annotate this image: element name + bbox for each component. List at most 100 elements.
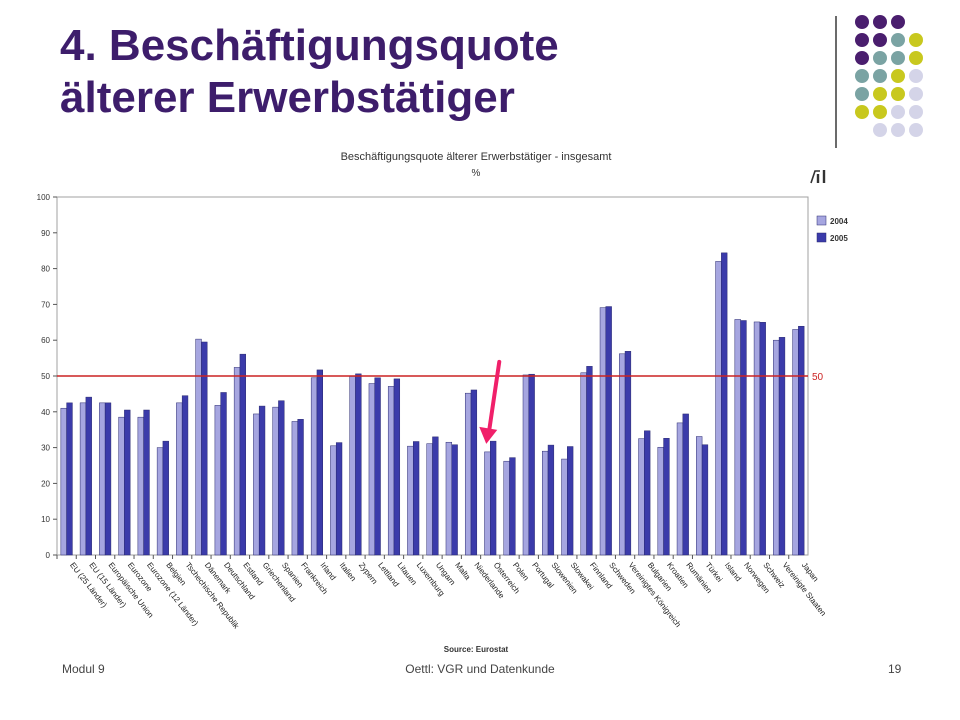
title-line-1: 4. Beschäftigungsquote <box>60 21 559 70</box>
y-tick-label: 10 <box>41 515 50 524</box>
bar-2005 <box>181 395 189 556</box>
y-tick-label: 50 <box>41 372 50 381</box>
y-tick-label: 60 <box>41 336 50 345</box>
bar-2004 <box>330 445 337 556</box>
bar-2005 <box>162 440 169 556</box>
decorative-dot <box>891 15 905 29</box>
bar-2004 <box>118 416 125 556</box>
bar-2005 <box>335 442 343 556</box>
bar-2004 <box>368 383 375 556</box>
decorative-dot <box>873 33 887 47</box>
bar-2005 <box>682 413 689 556</box>
bar-2004 <box>291 421 298 556</box>
bar-2005 <box>451 444 458 556</box>
bar-2005 <box>66 402 73 556</box>
bar-2004 <box>156 447 164 556</box>
bar-2005 <box>740 320 747 556</box>
chart-subtitle: % <box>472 168 481 179</box>
chart-title: Beschäftigungsquote älterer Erwerbstätig… <box>341 151 612 163</box>
x-tick-label: Italien <box>338 561 358 583</box>
bar-2004 <box>503 460 510 556</box>
decorative-divider <box>835 16 837 148</box>
bar-2005 <box>85 396 92 556</box>
bar-2004 <box>657 446 664 556</box>
y-tick-label: 30 <box>41 444 50 453</box>
footer-module: Modul 9 <box>62 662 105 676</box>
y-tick-label: 90 <box>41 229 50 238</box>
decorative-dot <box>909 51 923 65</box>
bar-2005 <box>104 402 112 556</box>
bar-2005 <box>490 440 497 556</box>
bar-2004 <box>542 450 549 556</box>
bar-2005 <box>509 457 516 556</box>
bar-2004 <box>561 458 568 556</box>
bar-2004 <box>445 441 453 556</box>
bar-2005 <box>432 436 439 556</box>
bar-2004 <box>773 339 780 556</box>
footer-author: Oettl: VGR und Datenkunde <box>405 662 555 676</box>
decorative-dot <box>909 69 923 83</box>
bar-2005 <box>239 353 246 556</box>
y-tick-label: 100 <box>37 193 51 202</box>
bar-2004 <box>407 445 414 556</box>
bar-2004 <box>214 405 221 556</box>
bar-2004 <box>195 338 202 556</box>
bar-2004 <box>253 413 260 556</box>
y-tick-label: 80 <box>41 265 50 274</box>
slide-title: 4. Beschäftigungsquote älterer Erwerbstä… <box>60 20 780 124</box>
bar-2005 <box>124 409 131 556</box>
bar-2004 <box>734 319 741 556</box>
bar-2004 <box>60 407 67 556</box>
x-tick-label: Island <box>723 561 743 583</box>
decorative-dot <box>873 69 887 83</box>
decorative-dot <box>873 51 887 65</box>
decorative-dot <box>891 87 905 101</box>
decorative-dot <box>873 105 887 119</box>
bar-2005 <box>624 351 632 556</box>
bar-2005 <box>528 373 535 556</box>
bar-2005 <box>663 438 670 556</box>
bar-2005 <box>721 252 728 556</box>
bar-2004 <box>99 402 106 556</box>
bar-2005 <box>297 419 304 556</box>
bar-2004 <box>715 261 722 556</box>
bar-2004 <box>233 367 241 556</box>
bar-2005 <box>393 378 401 556</box>
bar-2005 <box>412 441 420 556</box>
decorative-dot <box>855 87 869 101</box>
decorative-dot <box>909 33 923 47</box>
bar-2004 <box>310 377 318 556</box>
legend-swatch-2004 <box>816 215 827 226</box>
decorative-dot-grid <box>855 15 923 137</box>
decorative-dot <box>891 123 905 137</box>
bar-2004 <box>696 436 703 556</box>
bar-2005 <box>278 400 285 556</box>
bar-2004 <box>753 321 761 556</box>
bar-2005 <box>778 337 786 556</box>
decorative-dot <box>891 105 905 119</box>
highlight-arrow-icon <box>479 359 502 444</box>
bar-2005 <box>759 322 766 556</box>
bar-2004 <box>387 386 395 556</box>
bar-2005 <box>374 377 381 556</box>
bar-2004 <box>792 329 799 556</box>
bar-2004 <box>638 438 645 556</box>
bar-2005 <box>143 409 150 556</box>
decorative-dot <box>873 15 887 29</box>
bar-2004 <box>619 353 626 556</box>
bar-2004 <box>272 406 279 556</box>
decorative-dot <box>909 87 923 101</box>
bar-2005 <box>701 444 709 556</box>
bar-2005 <box>567 446 574 556</box>
legend-label-2005: 2005 <box>830 234 848 243</box>
decorative-dot <box>855 51 869 65</box>
y-tick-label: 0 <box>46 551 51 560</box>
bar-2005 <box>258 405 266 556</box>
bar-2005 <box>547 444 555 556</box>
decorative-dot <box>855 105 869 119</box>
bar-2005 <box>644 430 651 556</box>
bar-2004 <box>137 416 144 556</box>
bar-2005 <box>201 341 208 556</box>
bar-2004 <box>522 374 530 556</box>
bar-2005 <box>316 369 323 556</box>
